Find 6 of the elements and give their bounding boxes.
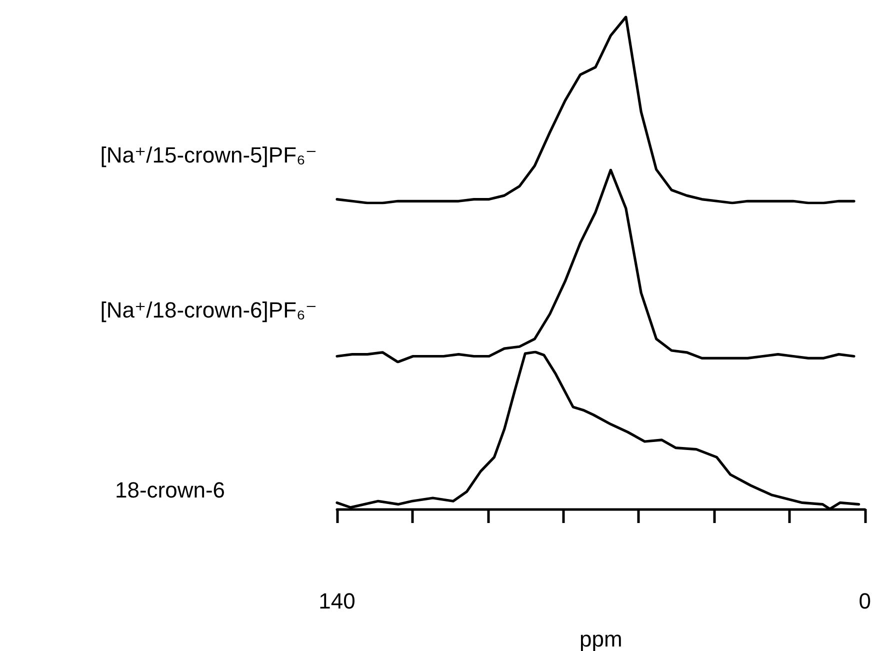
x-tick-label: 0 (858, 588, 872, 614)
x-tick-label: 140 (318, 588, 356, 614)
text: 18-crown-6 (114, 478, 226, 502)
series-label: [Na⁺/18-crown-6]PF₆⁻ (100, 298, 317, 322)
series-label: [Na⁺/15-crown-5]PF₆⁻ (100, 142, 317, 168)
x-axis-title: ppm (580, 626, 622, 651)
